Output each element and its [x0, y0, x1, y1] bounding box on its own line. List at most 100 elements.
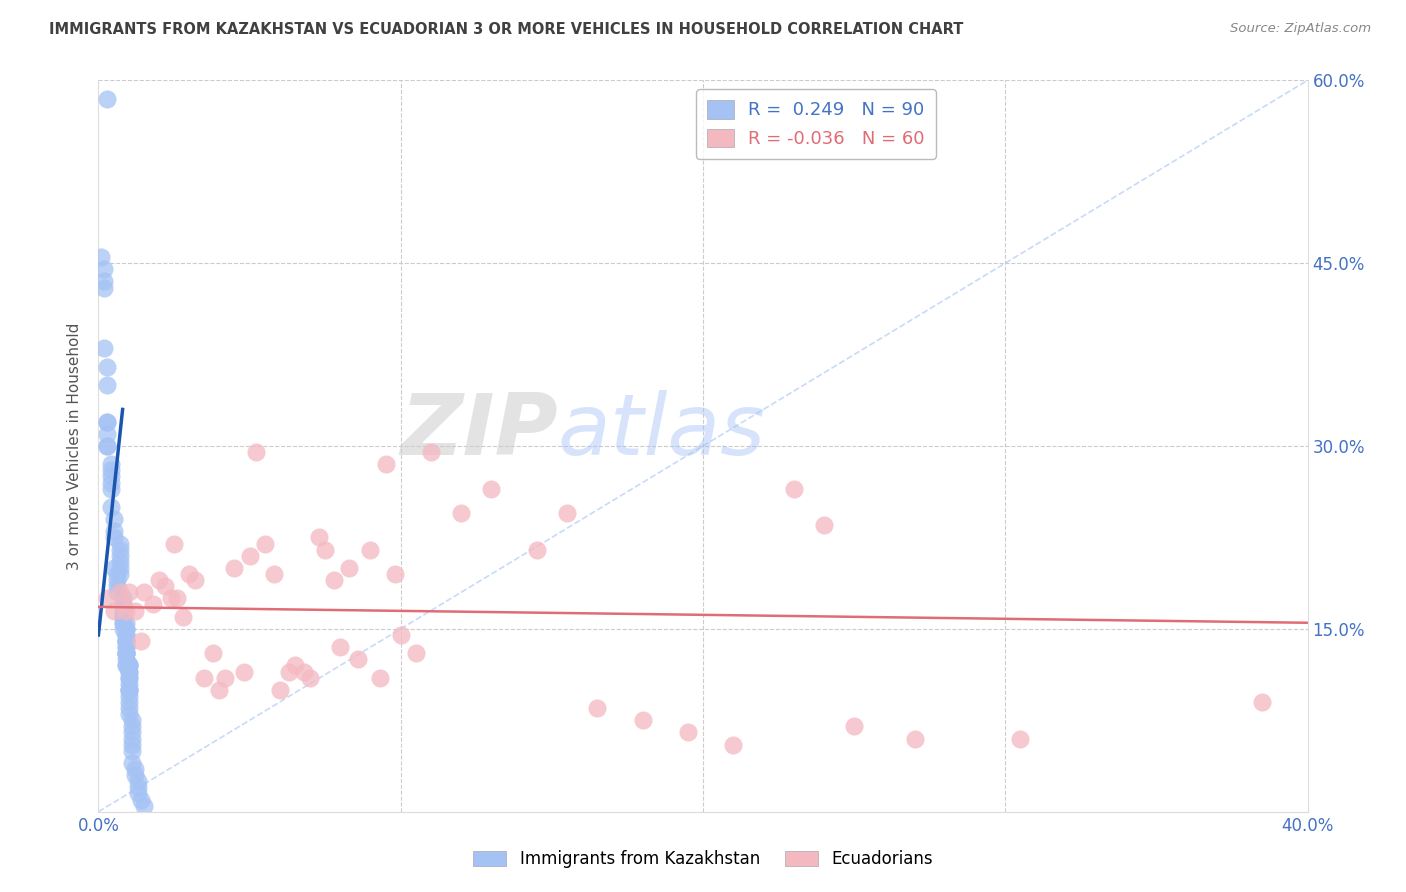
- Point: [118, 707, 141, 722]
- Point: [100, 457, 122, 471]
- Point: [105, 567, 128, 582]
- Point: [118, 701, 141, 715]
- Point: [1251, 695, 1274, 709]
- Point: [108, 561, 131, 575]
- Point: [121, 744, 143, 758]
- Point: [111, 609, 134, 624]
- Point: [631, 714, 654, 728]
- Point: [111, 603, 134, 617]
- Point: [114, 603, 136, 617]
- Point: [337, 561, 360, 575]
- Point: [179, 567, 201, 582]
- Y-axis label: 3 or more Vehicles in Household: 3 or more Vehicles in Household: [67, 322, 83, 570]
- Point: [114, 634, 136, 648]
- Point: [420, 445, 443, 459]
- Point: [121, 719, 143, 733]
- Point: [100, 475, 122, 490]
- Point: [96, 359, 118, 374]
- Point: [118, 682, 141, 697]
- Point: [111, 598, 134, 612]
- Point: [368, 671, 391, 685]
- Point: [172, 609, 194, 624]
- Point: [100, 482, 122, 496]
- Point: [100, 500, 122, 514]
- Point: [111, 591, 134, 606]
- Point: [121, 738, 143, 752]
- Point: [676, 725, 699, 739]
- Point: [96, 439, 118, 453]
- Point: [111, 615, 134, 630]
- Point: [1010, 731, 1032, 746]
- Legend: R =  0.249   N = 90, R = -0.036   N = 60: R = 0.249 N = 90, R = -0.036 N = 60: [696, 89, 936, 159]
- Point: [160, 591, 183, 606]
- Point: [723, 738, 745, 752]
- Point: [384, 567, 406, 582]
- Point: [481, 482, 503, 496]
- Point: [96, 378, 118, 392]
- Point: [245, 445, 267, 459]
- Point: [277, 665, 299, 679]
- Point: [783, 482, 806, 496]
- Point: [118, 676, 141, 690]
- Point: [96, 91, 118, 105]
- Point: [103, 561, 125, 575]
- Point: [208, 682, 231, 697]
- Point: [111, 598, 134, 612]
- Point: [292, 665, 315, 679]
- Point: [555, 506, 578, 520]
- Point: [586, 701, 609, 715]
- Point: [103, 512, 125, 526]
- Point: [118, 682, 141, 697]
- Point: [105, 573, 128, 587]
- Point: [111, 609, 134, 624]
- Point: [132, 798, 155, 813]
- Point: [132, 585, 155, 599]
- Point: [153, 579, 176, 593]
- Point: [118, 695, 141, 709]
- Point: [114, 634, 136, 648]
- Point: [121, 731, 143, 746]
- Point: [118, 658, 141, 673]
- Point: [844, 719, 866, 733]
- Point: [314, 542, 336, 557]
- Point: [263, 567, 285, 582]
- Point: [389, 628, 412, 642]
- Point: [118, 671, 141, 685]
- Point: [100, 463, 122, 477]
- Point: [526, 542, 548, 557]
- Point: [121, 725, 143, 739]
- Point: [114, 640, 136, 655]
- Point: [96, 415, 118, 429]
- Point: [118, 682, 141, 697]
- Point: [253, 536, 276, 550]
- Legend: Immigrants from Kazakhstan, Ecuadorians: Immigrants from Kazakhstan, Ecuadorians: [467, 844, 939, 875]
- Point: [111, 622, 134, 636]
- Point: [108, 549, 131, 563]
- Point: [202, 646, 225, 660]
- Point: [96, 591, 118, 606]
- Point: [193, 671, 215, 685]
- Point: [127, 787, 149, 801]
- Point: [114, 622, 136, 636]
- Point: [93, 280, 115, 294]
- Point: [114, 646, 136, 660]
- Point: [93, 262, 115, 277]
- Point: [118, 658, 141, 673]
- Point: [214, 671, 236, 685]
- Point: [347, 652, 370, 666]
- Point: [224, 561, 246, 575]
- Point: [114, 646, 136, 660]
- Point: [374, 457, 396, 471]
- Point: [813, 518, 835, 533]
- Point: [108, 585, 131, 599]
- Point: [103, 524, 125, 539]
- Point: [118, 665, 141, 679]
- Point: [308, 530, 330, 544]
- Point: [284, 658, 307, 673]
- Point: [103, 603, 125, 617]
- Point: [118, 671, 141, 685]
- Point: [127, 780, 149, 795]
- Point: [118, 658, 141, 673]
- Point: [269, 682, 291, 697]
- Point: [184, 573, 207, 587]
